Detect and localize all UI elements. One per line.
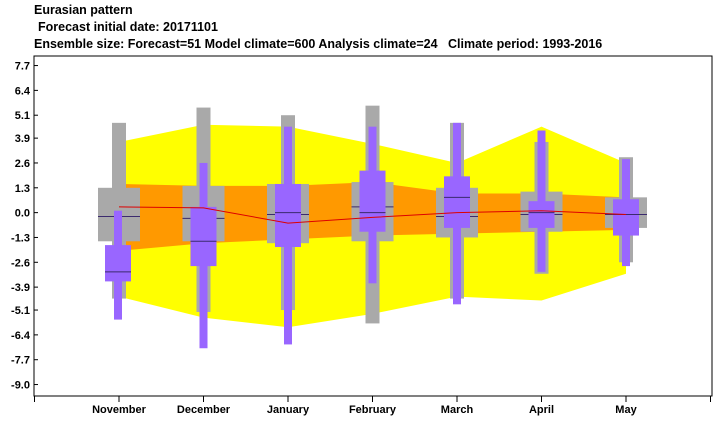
box-layer — [98, 105, 647, 349]
ensemble-mean-layer — [118, 206, 627, 224]
forecast-box — [613, 199, 639, 236]
y-tick-label: 2.6 — [15, 158, 30, 170]
forecast-date-label: Forecast initial date: 20171101 — [38, 20, 218, 34]
ensemble-info-label: Ensemble size: Forecast=51 Model climate… — [34, 37, 603, 51]
forecast-box — [444, 176, 470, 228]
x-tick-label: December — [177, 404, 231, 416]
forecast-box — [275, 183, 301, 248]
y-tick-label: -5.1 — [11, 305, 30, 317]
x-tick-label: January — [267, 404, 310, 416]
y-tick-label: -9.0 — [11, 380, 30, 392]
ensemble-mean-line — [118, 206, 627, 224]
y-tick-label: 7.7 — [15, 61, 30, 73]
axes: 7.7 6.4 5.1 3.9 2.6 1.3 0.0 -1.3 -2.6 -3.9 -5.1 -6.… — [11, 55, 713, 416]
y-tick-label: 5.1 — [15, 110, 30, 122]
y-tick-label: 3.9 — [15, 133, 30, 145]
forecast-box — [190, 206, 217, 267]
y-tick-label: 1.3 — [15, 183, 30, 195]
y-tick-label: -2.6 — [11, 257, 30, 269]
y-tick-label: 0.0 — [15, 208, 30, 220]
x-tick-label: November — [92, 404, 147, 416]
forecast-box — [359, 170, 386, 232]
x-tick-label: March — [441, 404, 474, 416]
chart-title: Eurasian pattern — [34, 3, 133, 17]
y-tick-label: 6.4 — [15, 85, 31, 97]
forecast-box — [528, 201, 555, 228]
x-tick-label: May — [615, 404, 637, 416]
y-tick-label: -3.9 — [11, 282, 30, 294]
x-tick-label: April — [529, 404, 554, 416]
y-tick-label: -7.7 — [11, 355, 30, 367]
y-tick-label: -6.4 — [11, 330, 31, 342]
forecast-box — [105, 245, 131, 282]
y-tick-label: -1.3 — [11, 232, 30, 244]
x-tick-label: February — [349, 404, 397, 416]
